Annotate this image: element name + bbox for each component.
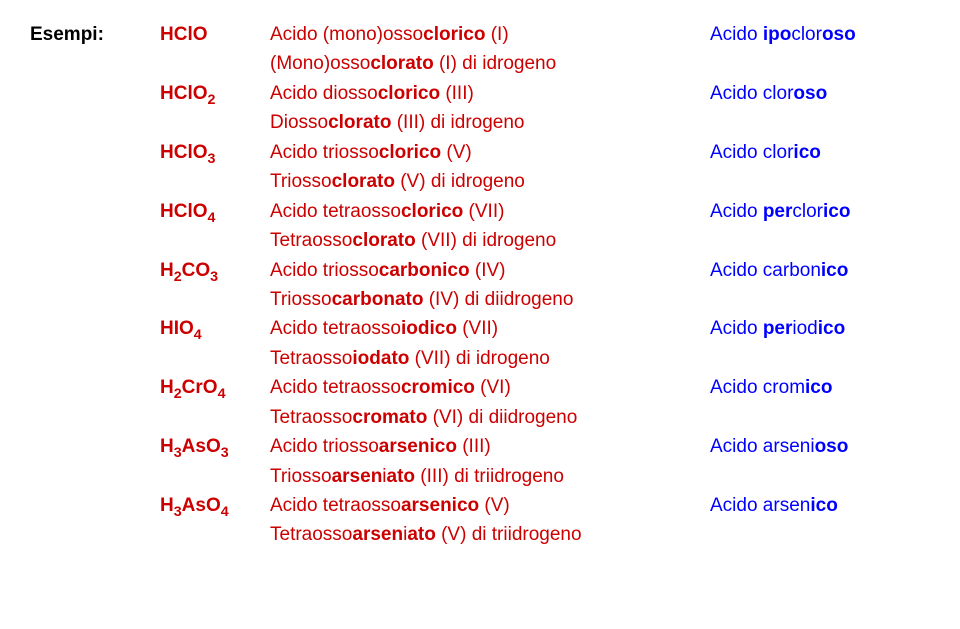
formula: HClO3 <box>160 138 270 167</box>
row-label <box>30 373 160 402</box>
iupac-name: Acido diossoclorico (III) <box>270 79 710 108</box>
formula: HClO <box>160 20 270 49</box>
examples-table: Esempi:HClOAcido (mono)ossoclorico (I)Ac… <box>30 20 930 550</box>
row-label: Esempi: <box>30 20 160 49</box>
iupac-salt-name: (Mono)ossoclorato (I) di idrogeno <box>270 49 710 78</box>
iupac-name: Acido triossoarsenico (III) <box>270 432 710 461</box>
traditional-name: Acido cromico <box>710 373 930 402</box>
iupac-salt-name: Tetraossoarseniato (V) di triidrogeno <box>270 520 710 549</box>
formula: H3AsO3 <box>160 432 270 461</box>
traditional-name: Acido carbonico <box>710 256 930 285</box>
iupac-salt-name: Triossoclorato (V) di idrogeno <box>270 167 710 196</box>
iupac-salt-name: Tetraossocromato (VI) di diidrogeno <box>270 403 710 432</box>
formula: HClO2 <box>160 79 270 108</box>
iupac-name: Acido triossocarbonico (IV) <box>270 256 710 285</box>
row-label <box>30 432 160 461</box>
row-label <box>30 138 160 167</box>
iupac-name: Acido tetraossocromico (VI) <box>270 373 710 402</box>
formula: HClO4 <box>160 197 270 226</box>
traditional-name: Acido clorico <box>710 138 930 167</box>
traditional-name: Acido arsenioso <box>710 432 930 461</box>
iupac-name: Acido tetraossoarsenico (V) <box>270 491 710 520</box>
traditional-name: Acido cloroso <box>710 79 930 108</box>
iupac-salt-name: Diossoclorato (III) di idrogeno <box>270 108 710 137</box>
traditional-name: Acido arsenico <box>710 491 930 520</box>
traditional-name: Acido perclorico <box>710 197 930 226</box>
row-label <box>30 197 160 226</box>
iupac-name: Acido tetraossoiodico (VII) <box>270 314 710 343</box>
row-label <box>30 491 160 520</box>
iupac-name: Acido (mono)ossoclorico (I) <box>270 20 710 49</box>
iupac-salt-name: Tetraossoclorato (VII) di idrogeno <box>270 226 710 255</box>
row-label <box>30 256 160 285</box>
iupac-salt-name: Triossocarbonato (IV) di diidrogeno <box>270 285 710 314</box>
iupac-name: Acido triossoclorico (V) <box>270 138 710 167</box>
iupac-name: Acido tetraossoclorico (VII) <box>270 197 710 226</box>
traditional-name: Acido ipocloroso <box>710 20 930 49</box>
formula: HIO4 <box>160 314 270 343</box>
formula: H2CO3 <box>160 256 270 285</box>
row-label <box>30 314 160 343</box>
formula: H2CrO4 <box>160 373 270 402</box>
iupac-salt-name: Triossoarseniato (III) di triidrogeno <box>270 462 710 491</box>
iupac-salt-name: Tetraossoiodato (VII) di idrogeno <box>270 344 710 373</box>
formula: H3AsO4 <box>160 491 270 520</box>
row-label <box>30 79 160 108</box>
traditional-name: Acido periodico <box>710 314 930 343</box>
